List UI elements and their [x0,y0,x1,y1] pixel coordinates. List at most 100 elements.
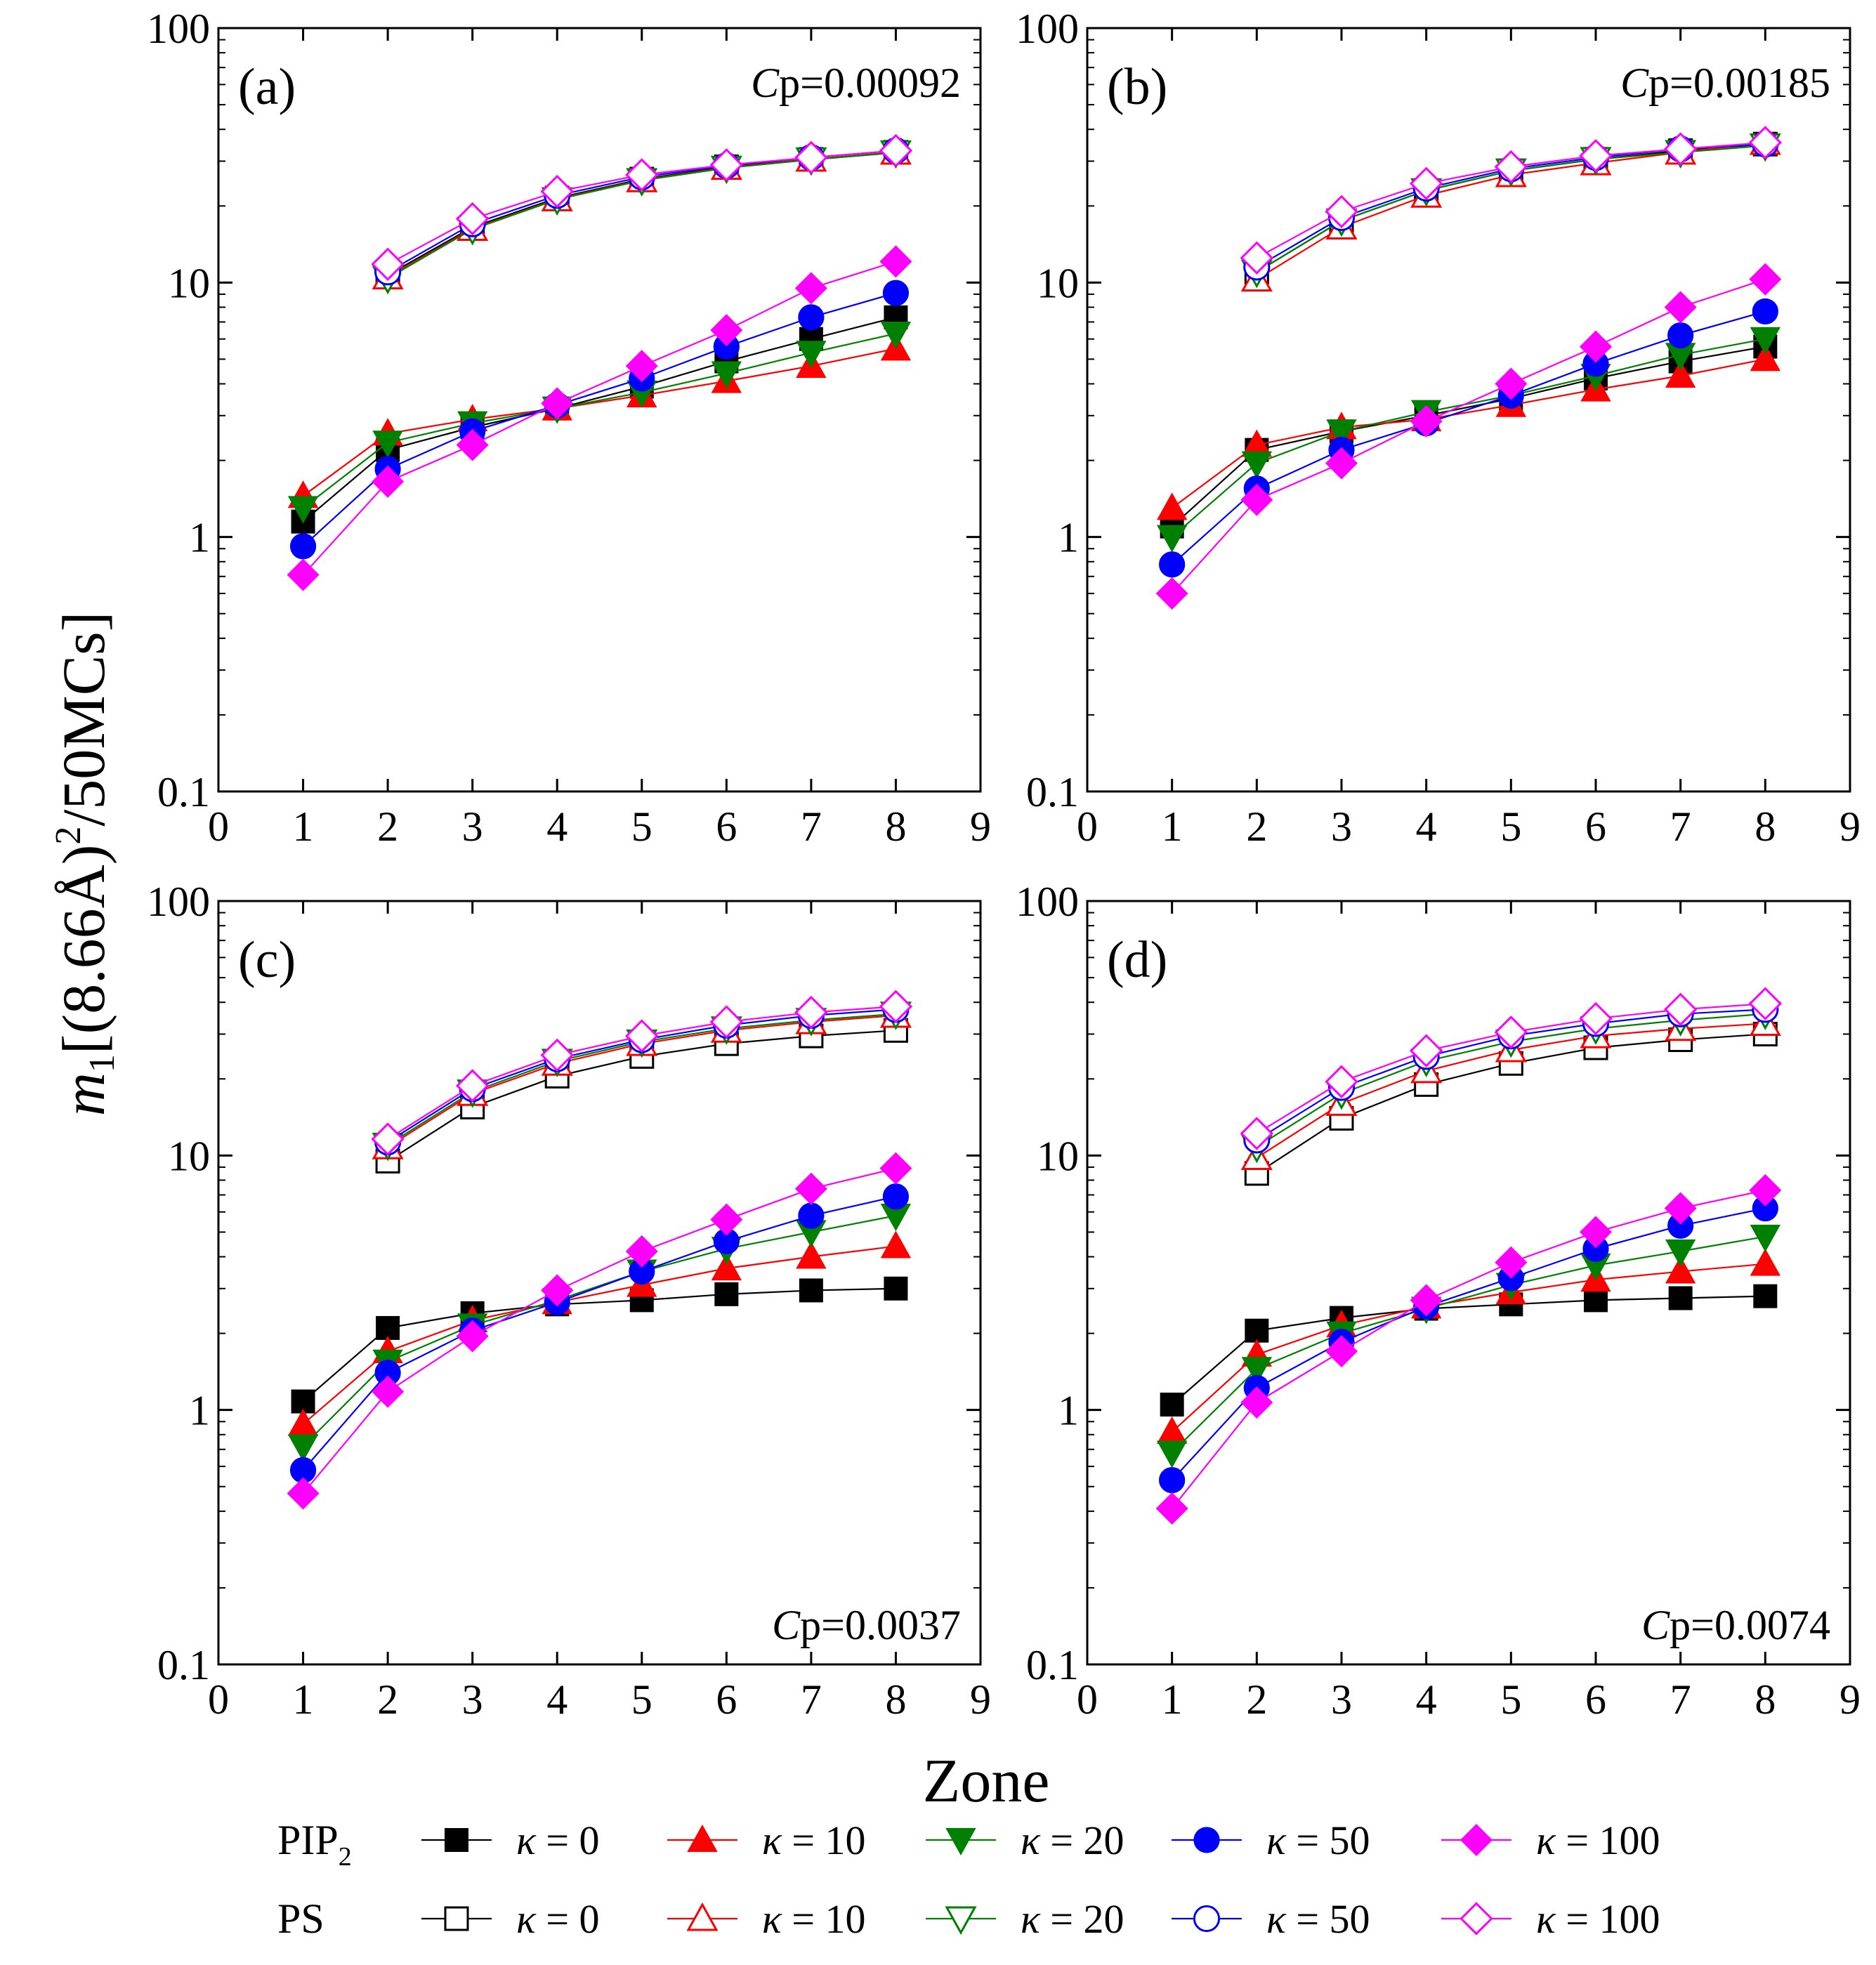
series-line [302,1245,896,1425]
plot-frame [217,900,982,1666]
x-tick-label: 3 [462,1676,483,1723]
data-point [371,247,405,282]
x-tick-label: 5 [1500,803,1521,850]
data-point [1579,1001,1613,1036]
data-point [1160,1392,1184,1417]
legend-marker [945,1906,977,1936]
legend-entry-ps-k0: κ = 0 [421,1896,600,1942]
x-tick-label: 5 [631,803,652,850]
legend-entry-pip2-k10: κ = 10 [667,1818,866,1863]
panel-a: 0 1 2 3 4 5 6 7 8 9 0.1 1 10 100 (a) Cp=0.00092 [147,6,991,850]
legend-label: κ = 100 [1536,1818,1660,1863]
data-point [710,1203,743,1236]
series-ps-k100 [371,133,913,282]
y-tick-label: 0.1 [157,1642,210,1688]
series-line [1171,1263,1766,1433]
data-point [372,431,403,459]
cp-annotation: Cp=0.00185 [1620,60,1830,106]
legend-marker [1193,1905,1221,1933]
data-point [1663,992,1698,1027]
legend-entry-pip2-k0: κ = 0 [421,1818,600,1863]
legend-marker [687,1824,718,1852]
x-tick-label: 0 [208,803,229,850]
legend-label: κ = 50 [1266,1896,1370,1942]
data-point [711,361,742,389]
legend-marker [1460,1902,1493,1936]
data-point [1325,1335,1358,1368]
data-point [1748,126,1783,159]
data-point [1579,330,1613,363]
data-point [1410,405,1443,438]
panel-b: 0 1 2 3 4 5 6 7 8 9 0.1 1 10 100 (b) Cp=0.00185 [1016,6,1861,850]
series-line [1171,1189,1766,1509]
legend-label: κ = 10 [762,1818,866,1863]
data-point [1665,1256,1696,1284]
y-tick-label: 0.1 [157,769,210,815]
panel-label-a: (a) [238,58,296,116]
data-point [709,148,744,182]
plot-frame [1086,27,1851,793]
series-line [302,261,896,576]
data-point [1240,483,1273,516]
data-point [710,314,743,347]
series-pip2-k100 [1155,263,1782,610]
data-point [1410,1284,1443,1317]
y-axis-label: m1[(8.66Å)2/50MCs] [48,612,122,1116]
x-tick-label: 9 [970,803,991,850]
legend-entry-ps-k20: κ = 20 [926,1896,1124,1942]
data-point [1155,577,1188,610]
x-tick-label: 9 [1839,803,1861,850]
legend-entry-pip2-k50: κ = 50 [1172,1818,1370,1863]
y-tick-label: 100 [147,879,210,925]
data-point [798,1202,825,1229]
data-point [882,280,910,306]
series-ps-k100 [371,990,913,1156]
y-tick-label: 0.1 [1026,769,1079,815]
data-point [1159,551,1186,578]
legend-label: κ = 50 [1266,1818,1370,1863]
y-tick-label: 100 [1016,6,1079,52]
legend-label: κ = 0 [516,1818,600,1863]
series-line [1171,1235,1766,1454]
x-tick-label: 9 [970,1676,991,1723]
data-point [1325,447,1358,480]
data-point [541,387,574,420]
data-point [287,1434,319,1462]
x-tick-label: 6 [1585,1676,1606,1723]
data-point [1159,1466,1186,1494]
data-point [799,1278,823,1303]
data-point [1494,1016,1528,1049]
series-line [302,1167,896,1494]
x-tick-label: 4 [1416,1676,1437,1723]
series-line [1171,310,1766,565]
data-point [1579,1216,1613,1249]
legend-label: κ = 10 [762,1896,866,1942]
legend-label: κ = 100 [1536,1896,1660,1942]
legend-marker [1460,1823,1493,1857]
legend-entry-pip2-k20: κ = 20 [926,1818,1124,1863]
data-point [1325,1065,1358,1098]
data-point [1240,1386,1273,1419]
data-point [798,304,825,331]
series-line [302,1214,896,1447]
data-point [1663,132,1698,166]
x-tick-label: 1 [293,803,314,850]
x-tick-label: 0 [1077,1676,1098,1723]
legend-marker [945,1828,976,1856]
panel-label-d: (d) [1107,931,1167,989]
x-tick-label: 7 [1670,1676,1691,1723]
legend-label: κ = 0 [516,1896,600,1942]
plot-frame [217,27,982,793]
series-line [1171,1207,1766,1481]
cp-annotation: Cp=0.0074 [1641,1602,1830,1648]
x-tick-label: 0 [1077,803,1098,850]
series-pip2-k50 [289,280,910,560]
legend-entry-ps-k50: κ = 50 [1172,1896,1370,1942]
series-pip2-k20 [1156,1224,1781,1468]
series-pip2-k100 [287,245,912,591]
x-tick-label: 3 [1331,803,1352,850]
panel-d: 0 1 2 3 4 5 6 7 8 9 0.1 1 10 100 (d) Cp=0.0074 [1016,879,1861,1723]
data-point [625,158,659,192]
x-tick-label: 9 [1839,1676,1861,1723]
